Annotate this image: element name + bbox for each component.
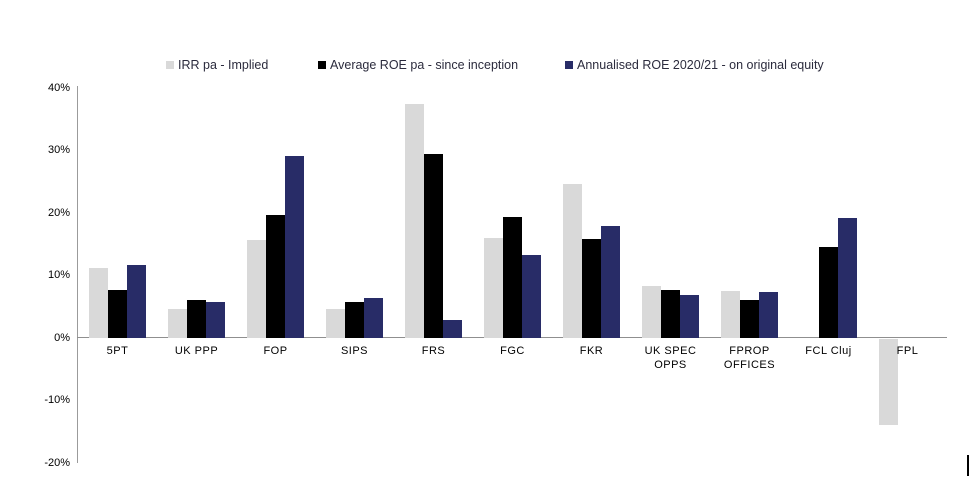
- bar-series3-7: [601, 226, 620, 338]
- bar-series3-10: [838, 218, 857, 338]
- y-axis-line: [77, 86, 78, 463]
- x-category-label: FKR: [579, 345, 604, 357]
- x-category-label: UK SPEC OPPS: [644, 345, 697, 371]
- bar-series1-6: [484, 238, 503, 338]
- bar-series2-8: [661, 290, 680, 338]
- legend-label-annualised-roe: Annualised ROE 2020/21 - on original equ…: [577, 58, 824, 72]
- x-category-label: UK PPP: [174, 345, 219, 357]
- legend-swatch-avg-roe-icon: [318, 61, 326, 69]
- bar-series1-1: [89, 268, 108, 338]
- y-tick-label: -10%: [44, 394, 70, 406]
- bar-series3-9: [759, 292, 778, 338]
- y-tick-label: 40%: [47, 82, 70, 94]
- x-category-label: FPL: [896, 345, 919, 357]
- x-category-label: 5PT: [106, 345, 129, 357]
- legend-swatch-irr-icon: [166, 61, 174, 69]
- bar-series1-2: [168, 309, 187, 338]
- y-tick-label: -20%: [44, 457, 70, 469]
- bar-series2-5: [424, 154, 443, 338]
- legend-item-annualised-roe: Annualised ROE 2020/21 - on original equ…: [565, 57, 824, 73]
- bar-series1-7: [563, 184, 582, 338]
- y-tick-label: 0%: [54, 332, 70, 344]
- bar-series1-11: [879, 339, 898, 425]
- bar-series2-6: [503, 217, 522, 338]
- x-category-label: FRS: [421, 345, 446, 357]
- bar-series2-4: [345, 302, 364, 338]
- bar-series1-8: [642, 286, 661, 338]
- bar-series3-6: [522, 255, 541, 338]
- bar-series2-9: [740, 300, 759, 338]
- bar-series1-4: [326, 309, 345, 338]
- x-category-label: FOP: [263, 345, 288, 357]
- bar-series1-3: [247, 240, 266, 338]
- x-category-label: FCL Cluj: [805, 345, 852, 357]
- y-tick-label: 20%: [47, 207, 70, 219]
- y-tick-label: 10%: [47, 269, 70, 281]
- y-tick-label: 30%: [47, 144, 70, 156]
- bar-series3-3: [285, 156, 304, 338]
- bar-series3-4: [364, 298, 383, 338]
- x-category-label: SIPS: [340, 345, 369, 357]
- legend-item-avg-roe: Average ROE pa - since inception: [318, 57, 518, 73]
- bar-series3-5: [443, 320, 462, 338]
- x-category-label: FPROP OFFICES: [723, 345, 776, 371]
- bar-series3-8: [680, 295, 699, 338]
- legend-item-irr: IRR pa - Implied: [166, 57, 268, 73]
- bar-series1-9: [721, 291, 740, 338]
- bar-series3-1: [127, 265, 146, 338]
- bar-series2-7: [582, 239, 601, 338]
- bar-series2-1: [108, 290, 127, 338]
- bar-series2-3: [266, 215, 285, 338]
- text-cursor-mark: [967, 455, 969, 476]
- bar-series2-10: [819, 247, 838, 338]
- legend-swatch-annualised-roe-icon: [565, 61, 573, 69]
- legend-label-avg-roe: Average ROE pa - since inception: [330, 58, 519, 72]
- bar-series3-2: [206, 302, 225, 338]
- bar-series2-2: [187, 300, 206, 338]
- x-category-label: FGC: [500, 345, 525, 357]
- bar-series1-5: [405, 104, 424, 338]
- legend-label-irr: IRR pa - Implied: [178, 58, 269, 72]
